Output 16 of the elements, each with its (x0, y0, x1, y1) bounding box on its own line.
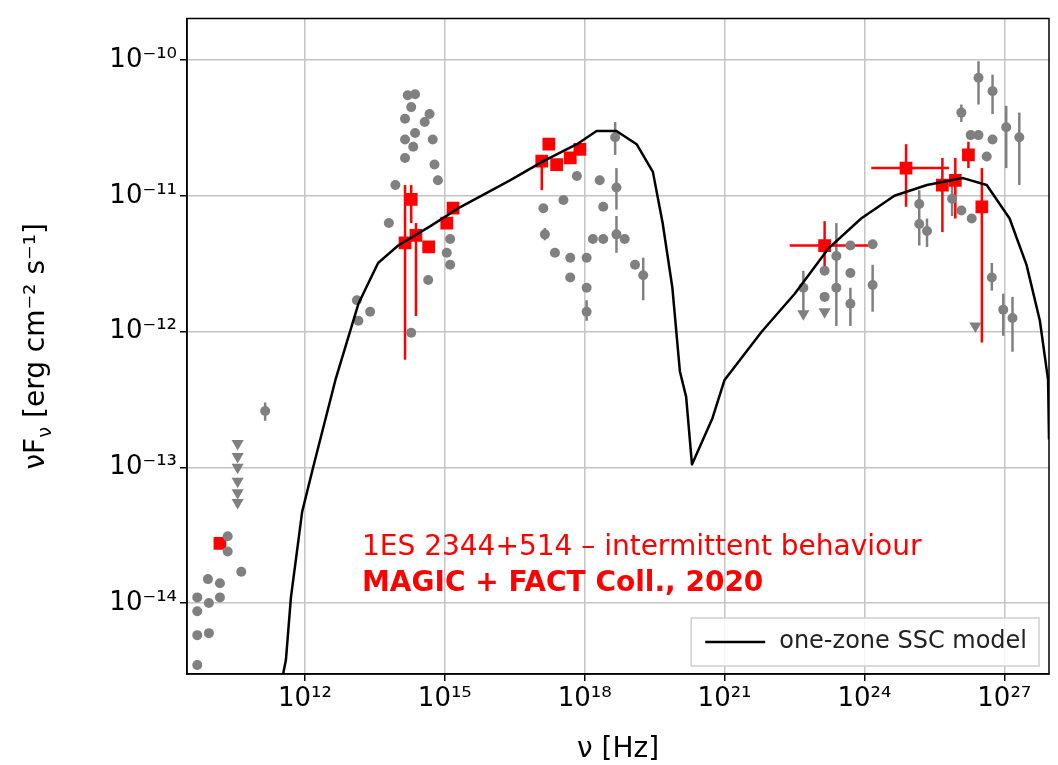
x-tick-label: 10²¹ (697, 682, 752, 713)
annotation: 1ES 2344+514 – intermittent behaviour (362, 529, 922, 562)
y-tick-label: 10⁻¹¹ (109, 178, 177, 209)
x-tick-label: 10²⁴ (837, 682, 892, 713)
legend-label: one-zone SSC model (779, 626, 1027, 655)
x-tick-label: 10²⁷ (977, 682, 1032, 713)
x-tick-label: 10¹² (277, 682, 332, 713)
x-tick-label: 10¹⁵ (417, 682, 472, 713)
y-tick-label: 10⁻¹⁰ (109, 42, 177, 73)
y-tick-label: 10⁻¹² (109, 314, 177, 345)
x-axis-title: ν [Hz] (576, 731, 660, 764)
x-tick-label: 10¹⁸ (557, 682, 612, 713)
y-tick-label: 10⁻¹⁴ (109, 585, 177, 616)
annotation: MAGIC + FACT Coll., 2020 (362, 565, 764, 598)
y-tick-label: 10⁻¹³ (109, 450, 177, 481)
y-axis-title: νFν [erg cm⁻² s⁻¹] (18, 223, 56, 470)
